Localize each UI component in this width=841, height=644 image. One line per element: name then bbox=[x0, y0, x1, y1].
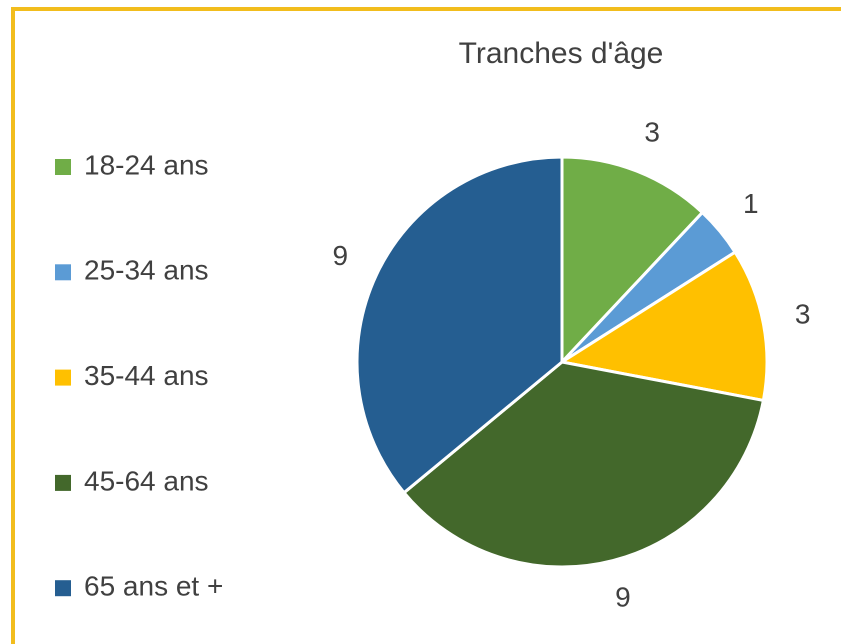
legend-swatch bbox=[55, 580, 71, 597]
legend-swatch bbox=[55, 264, 71, 281]
legend-swatch bbox=[55, 369, 71, 386]
pie-slice bbox=[401, 360, 766, 569]
legend-label: 25-34 ans bbox=[84, 255, 209, 286]
data-label: 1 bbox=[743, 188, 759, 219]
pie-slice bbox=[557, 250, 769, 403]
legend-swatch bbox=[55, 474, 71, 491]
legend-label: 65 ans et + bbox=[84, 571, 223, 602]
data-label: 3 bbox=[795, 298, 811, 329]
pie-slice bbox=[355, 155, 564, 495]
legend-swatch bbox=[55, 159, 71, 175]
legend-label: 18-24 ans bbox=[84, 149, 209, 180]
legend-label: 35-44 ans bbox=[84, 360, 209, 391]
legend-label: 45-64 ans bbox=[84, 465, 209, 496]
pie-slice bbox=[560, 155, 705, 366]
chart-title: Tranches d'âge bbox=[459, 37, 664, 70]
data-label: 3 bbox=[644, 117, 660, 148]
data-label: 9 bbox=[333, 240, 349, 271]
data-label: 9 bbox=[615, 582, 631, 613]
